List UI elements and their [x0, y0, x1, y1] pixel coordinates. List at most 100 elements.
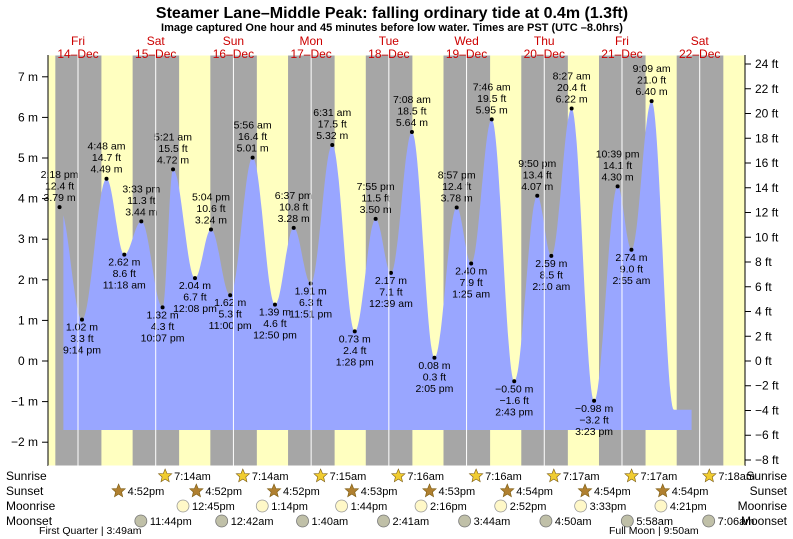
moonset-event: 1:40am — [296, 514, 349, 528]
day-name: Sun — [223, 34, 244, 48]
tide-label: 6:31 am — [313, 107, 351, 119]
tide-label: 4.6 ft — [263, 318, 286, 330]
sunset-icon — [111, 483, 127, 498]
tide-label: 0.73 m — [339, 333, 371, 345]
tide-label: 8:27 am — [553, 70, 591, 82]
moonset-event: 11:44pm — [134, 514, 192, 528]
moonrise-event: 2:16pm — [414, 499, 467, 513]
tide-point — [489, 117, 494, 122]
moonset-event: 2:41am — [377, 514, 430, 528]
day-date: 20–Dec — [524, 47, 565, 61]
tide-point — [535, 193, 540, 198]
event-time: 4:54pm — [672, 486, 709, 498]
tide-point — [171, 167, 176, 172]
tide-label: 15.5 ft — [158, 143, 187, 155]
tide-point — [79, 317, 84, 322]
tide-label: 10:39 pm — [596, 148, 640, 160]
tide-area — [63, 101, 692, 431]
tide-label: 1.62 m — [214, 297, 246, 309]
day-name: Mon — [299, 34, 322, 48]
moonrise-event: 12:45pm — [176, 499, 235, 513]
moonrise-icon — [654, 499, 668, 513]
tide-label: 6.40 m — [636, 86, 668, 98]
tide-label: 18.5 ft — [397, 106, 426, 118]
day-name: Tue — [379, 34, 400, 48]
left-tick-label: 3 m — [18, 232, 38, 246]
tide-label: 1:28 pm — [336, 356, 374, 368]
sunset-event: 4:53pm — [422, 483, 475, 498]
tide-label: 3:33 pm — [122, 183, 160, 195]
left-tick-label: 4 m — [18, 192, 38, 206]
day-date: 21–Dec — [601, 47, 642, 61]
left-tick-label: 1 m — [18, 313, 38, 327]
tide-label: 11.5 ft — [361, 192, 389, 204]
tide-point — [250, 155, 255, 160]
sunrise-event: 7:14am — [235, 468, 289, 483]
tide-label: 4.72 m — [157, 154, 189, 166]
tide-label: 1.02 m — [66, 322, 98, 334]
tide-point — [373, 216, 378, 221]
tide-label: 2.4 ft — [343, 345, 366, 357]
day-date: 17–Dec — [290, 47, 331, 61]
left-tick-label: 2 m — [18, 273, 38, 287]
tide-label: 12.4 ft — [442, 181, 471, 193]
tide-point — [291, 225, 296, 230]
sunrise-event: 7:15am — [313, 468, 366, 483]
tide-point — [208, 227, 213, 232]
event-time: 4:53pm — [361, 486, 398, 498]
right-tick-label: −8 ft — [755, 453, 779, 467]
astronomy-rows: Sunrise Sunrise 7:14am 7:14am 7:15am 7:16am 7:… — [6, 468, 788, 537]
tide-label: 9:09 am — [633, 63, 671, 75]
event-time: 4:52pm — [128, 486, 165, 498]
event-time: 1:40am — [312, 516, 349, 528]
right-tick-label: 12 ft — [755, 206, 779, 220]
moonrise-event: 4:21pm — [654, 499, 707, 513]
tide-label: 2:18 pm — [41, 169, 79, 181]
right-tick-label: 10 ft — [755, 230, 779, 244]
tide-label: 3.79 m — [43, 192, 75, 204]
right-tick-label: −6 ft — [755, 428, 779, 442]
sunset-icon — [422, 483, 437, 498]
event-time: 4:54pm — [516, 486, 553, 498]
tide-point — [122, 252, 127, 257]
tide-label: 20.4 ft — [557, 82, 586, 94]
tide-point — [615, 184, 620, 189]
day-name: Sat — [691, 34, 710, 48]
event-time: 2:41am — [393, 516, 430, 528]
tide-label: 5.64 m — [396, 117, 428, 129]
moonset-icon — [296, 514, 309, 528]
tide-label: 4.49 m — [90, 164, 122, 176]
tide-label: 11.3 ft — [127, 195, 155, 207]
tide-label: 4.3 ft — [151, 321, 174, 333]
event-time: 2:52pm — [510, 501, 547, 513]
moon-phase-label: First Quarter | 3:49am — [39, 525, 142, 537]
moonset-event: 12:42am — [215, 514, 274, 528]
row-label-right: Sunrise — [746, 469, 787, 483]
tide-point — [469, 261, 474, 266]
sunrise-icon — [390, 468, 406, 483]
sunrise-icon — [468, 468, 484, 483]
tide-label: 5:21 am — [154, 131, 192, 143]
sunrise-icon — [546, 468, 562, 483]
left-tick-label: −2 m — [11, 435, 38, 449]
tide-point — [432, 355, 437, 360]
moonset-icon — [134, 514, 148, 528]
moonset-icon — [620, 514, 634, 528]
day-name: Wed — [454, 34, 478, 48]
tide-point — [160, 305, 165, 310]
tide-label: 7.9 ft — [459, 277, 482, 289]
tide-label: 0.3 ft — [423, 371, 446, 383]
sunset-event: 4:52pm — [111, 483, 165, 498]
